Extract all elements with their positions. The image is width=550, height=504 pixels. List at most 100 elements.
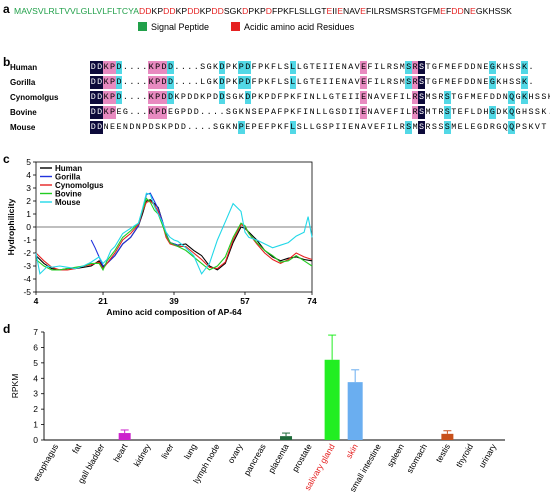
residue: G (316, 122, 322, 132)
residue: D (496, 92, 502, 102)
residue: S (444, 91, 451, 104)
residue: F (464, 107, 470, 117)
residue: D (129, 122, 135, 132)
residue: M (470, 92, 476, 102)
residue: S (541, 92, 547, 102)
residue: K (502, 107, 508, 117)
residue: P (283, 92, 289, 102)
residue: E (116, 122, 122, 132)
residue: S (335, 107, 341, 117)
legend-text: Human (55, 164, 82, 173)
residue: S (431, 92, 437, 102)
residue: M (425, 107, 431, 117)
residue: R (411, 61, 419, 74)
residue: I (373, 62, 379, 72)
residue: K (541, 107, 547, 117)
residue: D (244, 76, 251, 89)
residue: D (476, 107, 482, 117)
residue: D (90, 121, 97, 134)
residue: N (367, 92, 373, 102)
legend-text: Gorilla (55, 173, 81, 182)
residue: G (122, 107, 128, 117)
residue: S (534, 92, 540, 102)
residue: D (489, 92, 495, 102)
residue: S (251, 107, 257, 117)
residue: I (354, 107, 360, 117)
residue: D (193, 107, 199, 117)
residue: I (335, 122, 341, 132)
residue: D (244, 61, 251, 74)
residue: . (200, 122, 206, 132)
residue: P (206, 92, 212, 102)
residue: L (309, 122, 315, 132)
residue: F (483, 92, 489, 102)
residue: K (102, 76, 110, 89)
residue: M (444, 62, 450, 72)
residue: P (515, 122, 521, 132)
residue: V (380, 92, 386, 102)
residue: . (200, 107, 206, 117)
series-line-human (35, 199, 313, 271)
residue: H (502, 62, 508, 72)
residue: K (232, 62, 238, 72)
residue: V (354, 77, 360, 87)
residue: V (354, 62, 360, 72)
residue: S (509, 62, 515, 72)
y-axis-label: Hydrophilicity (6, 198, 16, 255)
residue: K (238, 107, 244, 117)
residue: F (251, 77, 257, 87)
residue: K (238, 92, 244, 102)
sequence-segment: MAVSVLRLTVVLGLLVLFLTCYA (14, 6, 140, 16)
residue: . (193, 122, 199, 132)
residue: S (418, 61, 425, 74)
sequence-segment: E (470, 6, 476, 16)
residue: P (270, 122, 276, 132)
y-tick-label: 4 (26, 170, 31, 180)
residue: D (96, 91, 103, 104)
residue: . (219, 107, 225, 117)
residue: E (341, 92, 347, 102)
y-tick-label: 0 (26, 222, 31, 232)
residue: I (303, 107, 309, 117)
residue: F (457, 62, 463, 72)
sequence-segment: K (151, 6, 158, 16)
residue: D (193, 92, 199, 102)
residue: S (283, 77, 289, 87)
residue: K (147, 106, 155, 119)
residue: T (425, 77, 431, 87)
residue: E (457, 122, 463, 132)
residue: E (116, 107, 122, 117)
residue: I (348, 107, 354, 117)
residue: E (470, 122, 476, 132)
residue: D (464, 62, 470, 72)
y-tick-label: 1 (33, 420, 38, 430)
series-line-mouse (35, 192, 313, 275)
residue: E (316, 62, 322, 72)
bar (347, 382, 363, 440)
residue: G (303, 77, 309, 87)
residue: S (418, 121, 425, 134)
residue: . (193, 62, 199, 72)
residue: P (142, 122, 148, 132)
residue: A (373, 107, 379, 117)
residue: G (232, 107, 238, 117)
legend-text: Mouse (55, 198, 81, 207)
residue: S (509, 77, 515, 87)
residue: G (328, 107, 334, 117)
residue: N (309, 107, 315, 117)
residue: . (122, 77, 128, 87)
residue: D (160, 61, 168, 74)
residue: K (277, 122, 283, 132)
residue: . (528, 62, 534, 72)
residue: P (109, 91, 116, 104)
residue: L (322, 107, 328, 117)
residue: D (218, 91, 226, 104)
residue: S (534, 107, 540, 117)
residue: I (341, 122, 347, 132)
residue: D (187, 92, 193, 102)
residue: R (438, 107, 444, 117)
